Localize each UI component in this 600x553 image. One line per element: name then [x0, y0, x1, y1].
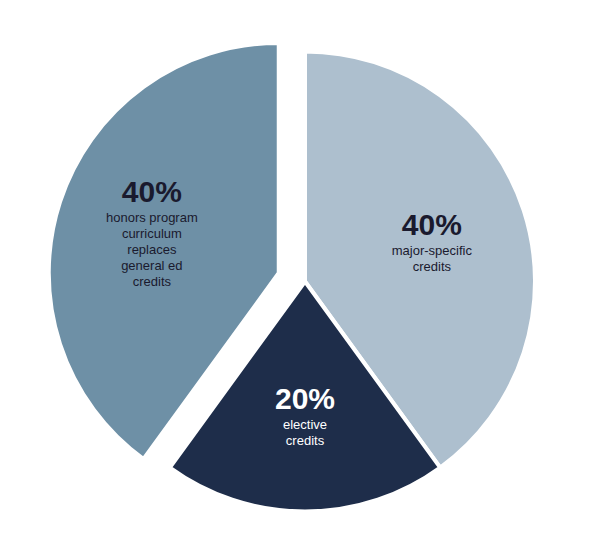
svg-text:major-specific: major-specific — [392, 243, 473, 258]
svg-text:20%: 20% — [275, 382, 335, 415]
svg-text:elective: elective — [283, 417, 327, 432]
svg-text:40%: 40% — [122, 175, 182, 208]
svg-text:credits: credits — [286, 433, 325, 448]
svg-text:replaces: replaces — [127, 242, 177, 257]
svg-text:credits: credits — [413, 259, 452, 274]
svg-text:40%: 40% — [402, 208, 462, 241]
svg-text:honors program: honors program — [106, 210, 198, 225]
svg-text:general ed: general ed — [121, 258, 182, 273]
svg-text:curriculum: curriculum — [122, 226, 182, 241]
svg-text:credits: credits — [133, 274, 172, 289]
